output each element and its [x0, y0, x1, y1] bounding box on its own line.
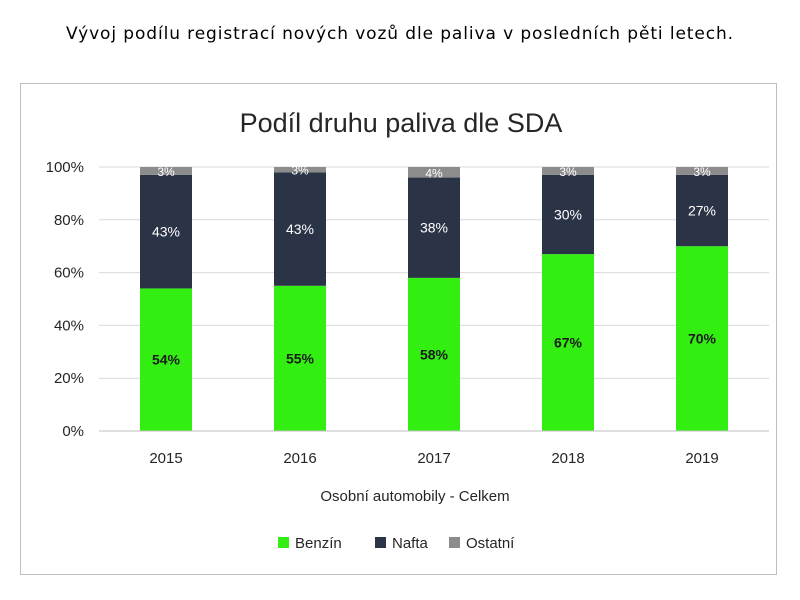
data-label: 3% [291, 164, 309, 178]
x-axis-title: Osobní automobily - Celkem [320, 488, 509, 505]
bar-segment-benzín [408, 277, 460, 431]
x-tick-label: 2019 [685, 450, 718, 467]
legend-label: Ostatní [466, 535, 515, 552]
data-label: 3% [693, 165, 711, 179]
data-label: 4% [425, 166, 443, 180]
bar-segment-benzín [676, 246, 728, 431]
data-label: 43% [286, 221, 314, 237]
data-label: 3% [559, 165, 577, 179]
legend-swatch [375, 537, 386, 548]
axes: 0% 20% 40% 60% 80% 100% 2015 2016 2017 2018 2019 [46, 159, 769, 467]
bar-segment-nafta [542, 174, 594, 255]
data-label: 55% [286, 350, 315, 366]
legend: Benzín Nafta Ostatní [278, 535, 515, 552]
chart-title: Podíl druhu paliva dle SDA [240, 108, 563, 138]
bar-segment-nafta [140, 174, 192, 289]
x-tick-label: 2016 [283, 450, 316, 467]
bar-segment-ostatní [676, 167, 728, 175]
y-tick-label: 60% [54, 265, 84, 282]
y-tick-label: 0% [62, 423, 84, 440]
x-tick-label: 2018 [551, 450, 584, 467]
bar-segment-ostatní [542, 167, 594, 175]
data-label: 54% [152, 352, 181, 368]
legend-label: Benzín [295, 535, 342, 552]
y-tick-label: 100% [46, 159, 84, 176]
data-label: 67% [554, 335, 583, 351]
bar-segment-benzín [542, 254, 594, 431]
bar-segment-benzín [274, 285, 326, 431]
data-label: 27% [688, 203, 716, 219]
chart-frame: 54% 43% 3% 55% 43% 3% 58% 38% 4% 67% 30% 3% 70% 27% 3%… [20, 83, 777, 575]
data-label: 70% [688, 331, 717, 347]
x-tick-label: 2017 [417, 450, 450, 467]
stacked-bar-chart: 54% 43% 3% 55% 43% 3% 58% 38% 4% 67% 30% 3% 70% 27% 3%… [46, 108, 769, 552]
y-tick-label: 20% [54, 370, 84, 387]
page-caption: Vývoj podílu registrací nových vozů dle … [66, 24, 734, 44]
data-label: 3% [157, 165, 175, 179]
bars [140, 167, 728, 431]
data-label: 58% [420, 346, 449, 362]
y-tick-label: 80% [54, 212, 84, 229]
bar-segment-ostatní [140, 167, 192, 175]
bar-segment-nafta [408, 177, 460, 278]
legend-swatch [278, 537, 289, 548]
legend-label: Nafta [392, 535, 429, 552]
legend-swatch [449, 537, 460, 548]
data-label: 38% [420, 220, 448, 236]
bar-segment-ostatní [274, 167, 326, 173]
bar-segment-ostatní [408, 167, 460, 178]
bar-segment-nafta [676, 174, 728, 247]
bar-segment-nafta [274, 172, 326, 286]
y-tick-label: 40% [54, 317, 84, 334]
data-labels: 54% 43% 3% 55% 43% 3% 58% 38% 4% 67% 30% 3% 70% 27% 3% [152, 164, 717, 368]
data-label: 30% [554, 207, 582, 223]
data-label: 43% [152, 224, 180, 240]
bar-segment-benzín [140, 288, 192, 431]
x-tick-label: 2015 [149, 450, 182, 467]
